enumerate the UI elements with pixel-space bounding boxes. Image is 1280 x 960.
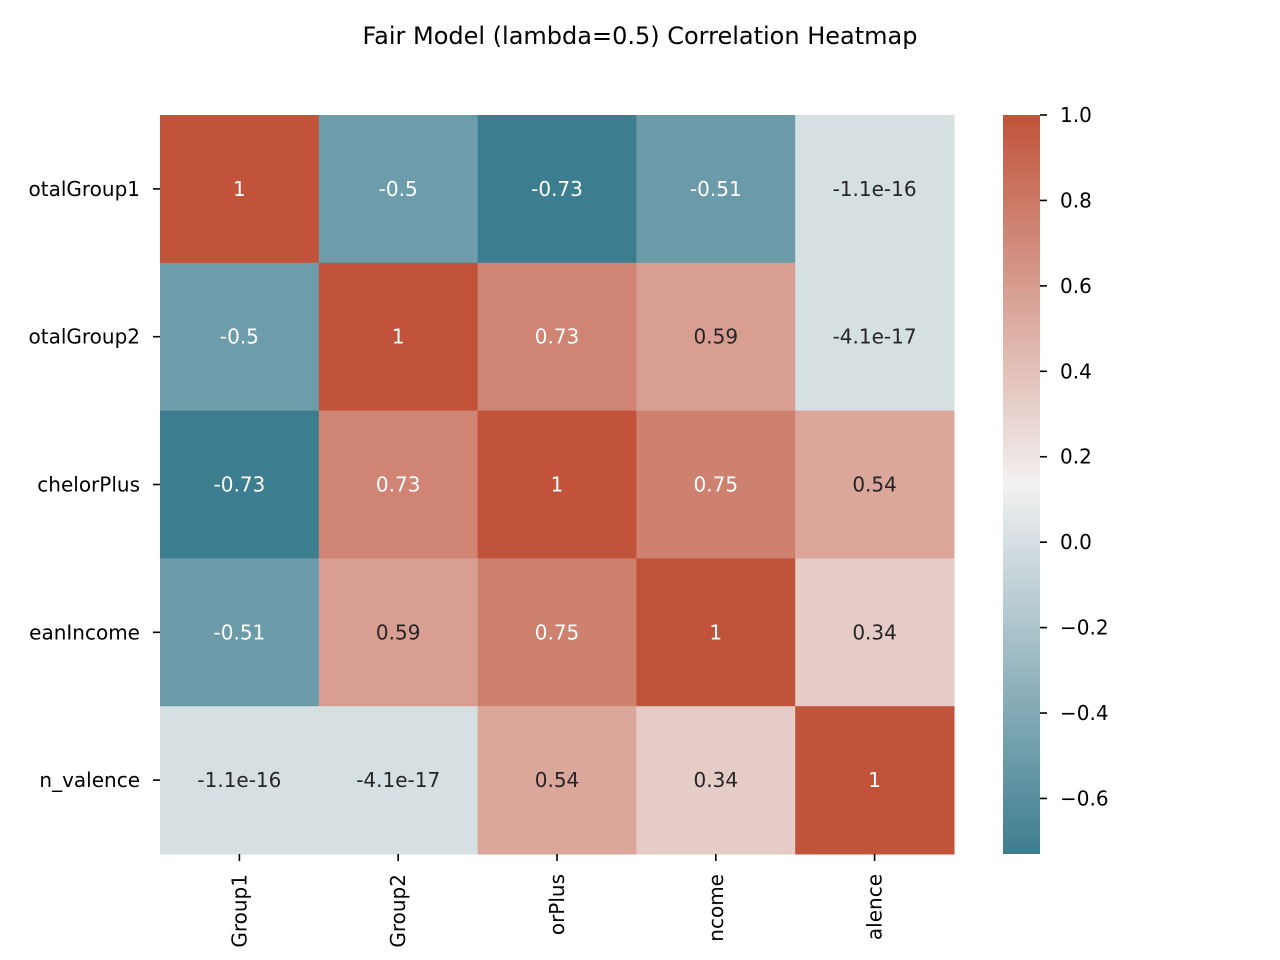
cell-value-label: -0.51 xyxy=(690,177,742,201)
row-tick-label: otalGroup2 xyxy=(28,325,140,349)
cell-value-label: 0.54 xyxy=(535,768,580,792)
column-tick-label: ncome xyxy=(704,874,728,942)
colorbar-tick-label: 0.4 xyxy=(1060,359,1092,383)
heatmap-cell xyxy=(477,410,637,559)
heatmap-cell xyxy=(318,706,479,855)
row-tick-label: otalGroup1 xyxy=(28,177,140,201)
cell-value-label: 1 xyxy=(551,473,564,497)
cell-value-label: 0.75 xyxy=(535,620,580,644)
cell-value-label: -1.1e-16 xyxy=(833,177,917,201)
heatmap-cell xyxy=(160,115,320,264)
cell-value-label: -0.51 xyxy=(214,620,266,644)
colorbar-tick-label: 1.0 xyxy=(1060,103,1092,127)
heatmap-cell xyxy=(477,706,637,855)
heatmap-cell xyxy=(636,262,796,412)
heatmap-cell xyxy=(795,558,955,707)
heatmap-cells: 1 -0.5 -0.73 -0.51 -1.1e-16-0.5 1 0.73 0.59 -4.1… xyxy=(160,115,955,855)
cell-value-label: 0.59 xyxy=(376,620,421,644)
heatmap-cell xyxy=(160,558,320,707)
colorbar-tick-label: 0.8 xyxy=(1060,188,1092,212)
heatmap-cell xyxy=(318,262,479,412)
heatmap-cell xyxy=(636,410,796,559)
heatmap-cell xyxy=(318,558,479,707)
heatmap-cell xyxy=(795,706,955,855)
cell-value-label: 0.75 xyxy=(694,473,739,497)
cell-value-label: 0.73 xyxy=(376,473,421,497)
cell-value-label: 0.34 xyxy=(694,768,739,792)
colorbar-ticks: 1.0 0.8 0.6 0.4 0.2 0.0 −0.2 −0.4 −0.6 xyxy=(1040,103,1109,810)
cell-value-label: 0.59 xyxy=(694,325,739,349)
cell-value-label: 1 xyxy=(233,177,246,201)
colorbar-tick-label: 0.0 xyxy=(1060,530,1092,554)
row-tick-label: eanIncome xyxy=(29,620,140,644)
cell-value-label: -0.73 xyxy=(531,177,583,201)
cell-value-label: 1 xyxy=(392,325,405,349)
chart-title: Fair Model (lambda=0.5) Correlation Heat… xyxy=(363,22,918,50)
cell-value-label: 1 xyxy=(868,768,881,792)
column-tick-label: orPlus xyxy=(545,874,569,935)
heatmap-cell xyxy=(318,410,479,559)
cell-value-label: 0.54 xyxy=(852,473,897,497)
colorbar-tick-label: −0.6 xyxy=(1060,786,1109,810)
cell-value-label: -4.1e-17 xyxy=(356,768,440,792)
cell-value-label: -0.5 xyxy=(379,177,418,201)
row-tick-label: chelorPlus xyxy=(37,473,140,497)
heatmap-cell xyxy=(795,262,955,412)
cell-value-label: -0.5 xyxy=(220,325,259,349)
heatmap-cell xyxy=(795,410,955,559)
cell-value-label: 1 xyxy=(709,620,722,644)
heatmap-cell xyxy=(160,410,320,559)
colorbar-tick-label: −0.2 xyxy=(1060,616,1109,640)
cell-value-label: -0.73 xyxy=(214,473,266,497)
row-axis: otalGroup1 otalGroup2 chelorPlus eanIncome n… xyxy=(28,177,160,792)
heatmap-cell xyxy=(636,706,796,855)
heatmap-cell xyxy=(636,558,796,707)
heatmap-cell xyxy=(477,262,637,412)
column-tick-label: Group1 xyxy=(227,874,251,948)
column-tick-label: Group2 xyxy=(386,874,410,948)
heatmap-cell xyxy=(160,706,320,855)
heatmap-cell xyxy=(160,262,320,412)
heatmap-cell xyxy=(477,558,637,707)
colorbar-tick-label: 0.6 xyxy=(1060,274,1092,298)
row-tick-label: n_valence xyxy=(39,768,140,792)
cell-value-label: -1.1e-16 xyxy=(197,768,281,792)
colorbar: 1.0 0.8 0.6 0.4 0.2 0.0 −0.2 −0.4 −0.6 xyxy=(1003,103,1109,854)
colorbar-tick-label: 0.2 xyxy=(1060,445,1092,469)
cell-value-label: 0.73 xyxy=(535,325,580,349)
colorbar-tick-label: −0.4 xyxy=(1060,701,1109,725)
heatmap-cell xyxy=(795,115,955,264)
cell-value-label: 0.34 xyxy=(852,620,897,644)
colorbar-gradient xyxy=(1003,115,1040,854)
column-tick-label: alence xyxy=(863,874,887,940)
cell-value-label: -4.1e-17 xyxy=(833,325,917,349)
heatmap-cell xyxy=(636,115,796,264)
column-axis: Group1 Group2 orPlus ncome alence xyxy=(227,854,887,948)
heatmap-cell xyxy=(318,115,479,264)
heatmap-cell xyxy=(477,115,637,264)
